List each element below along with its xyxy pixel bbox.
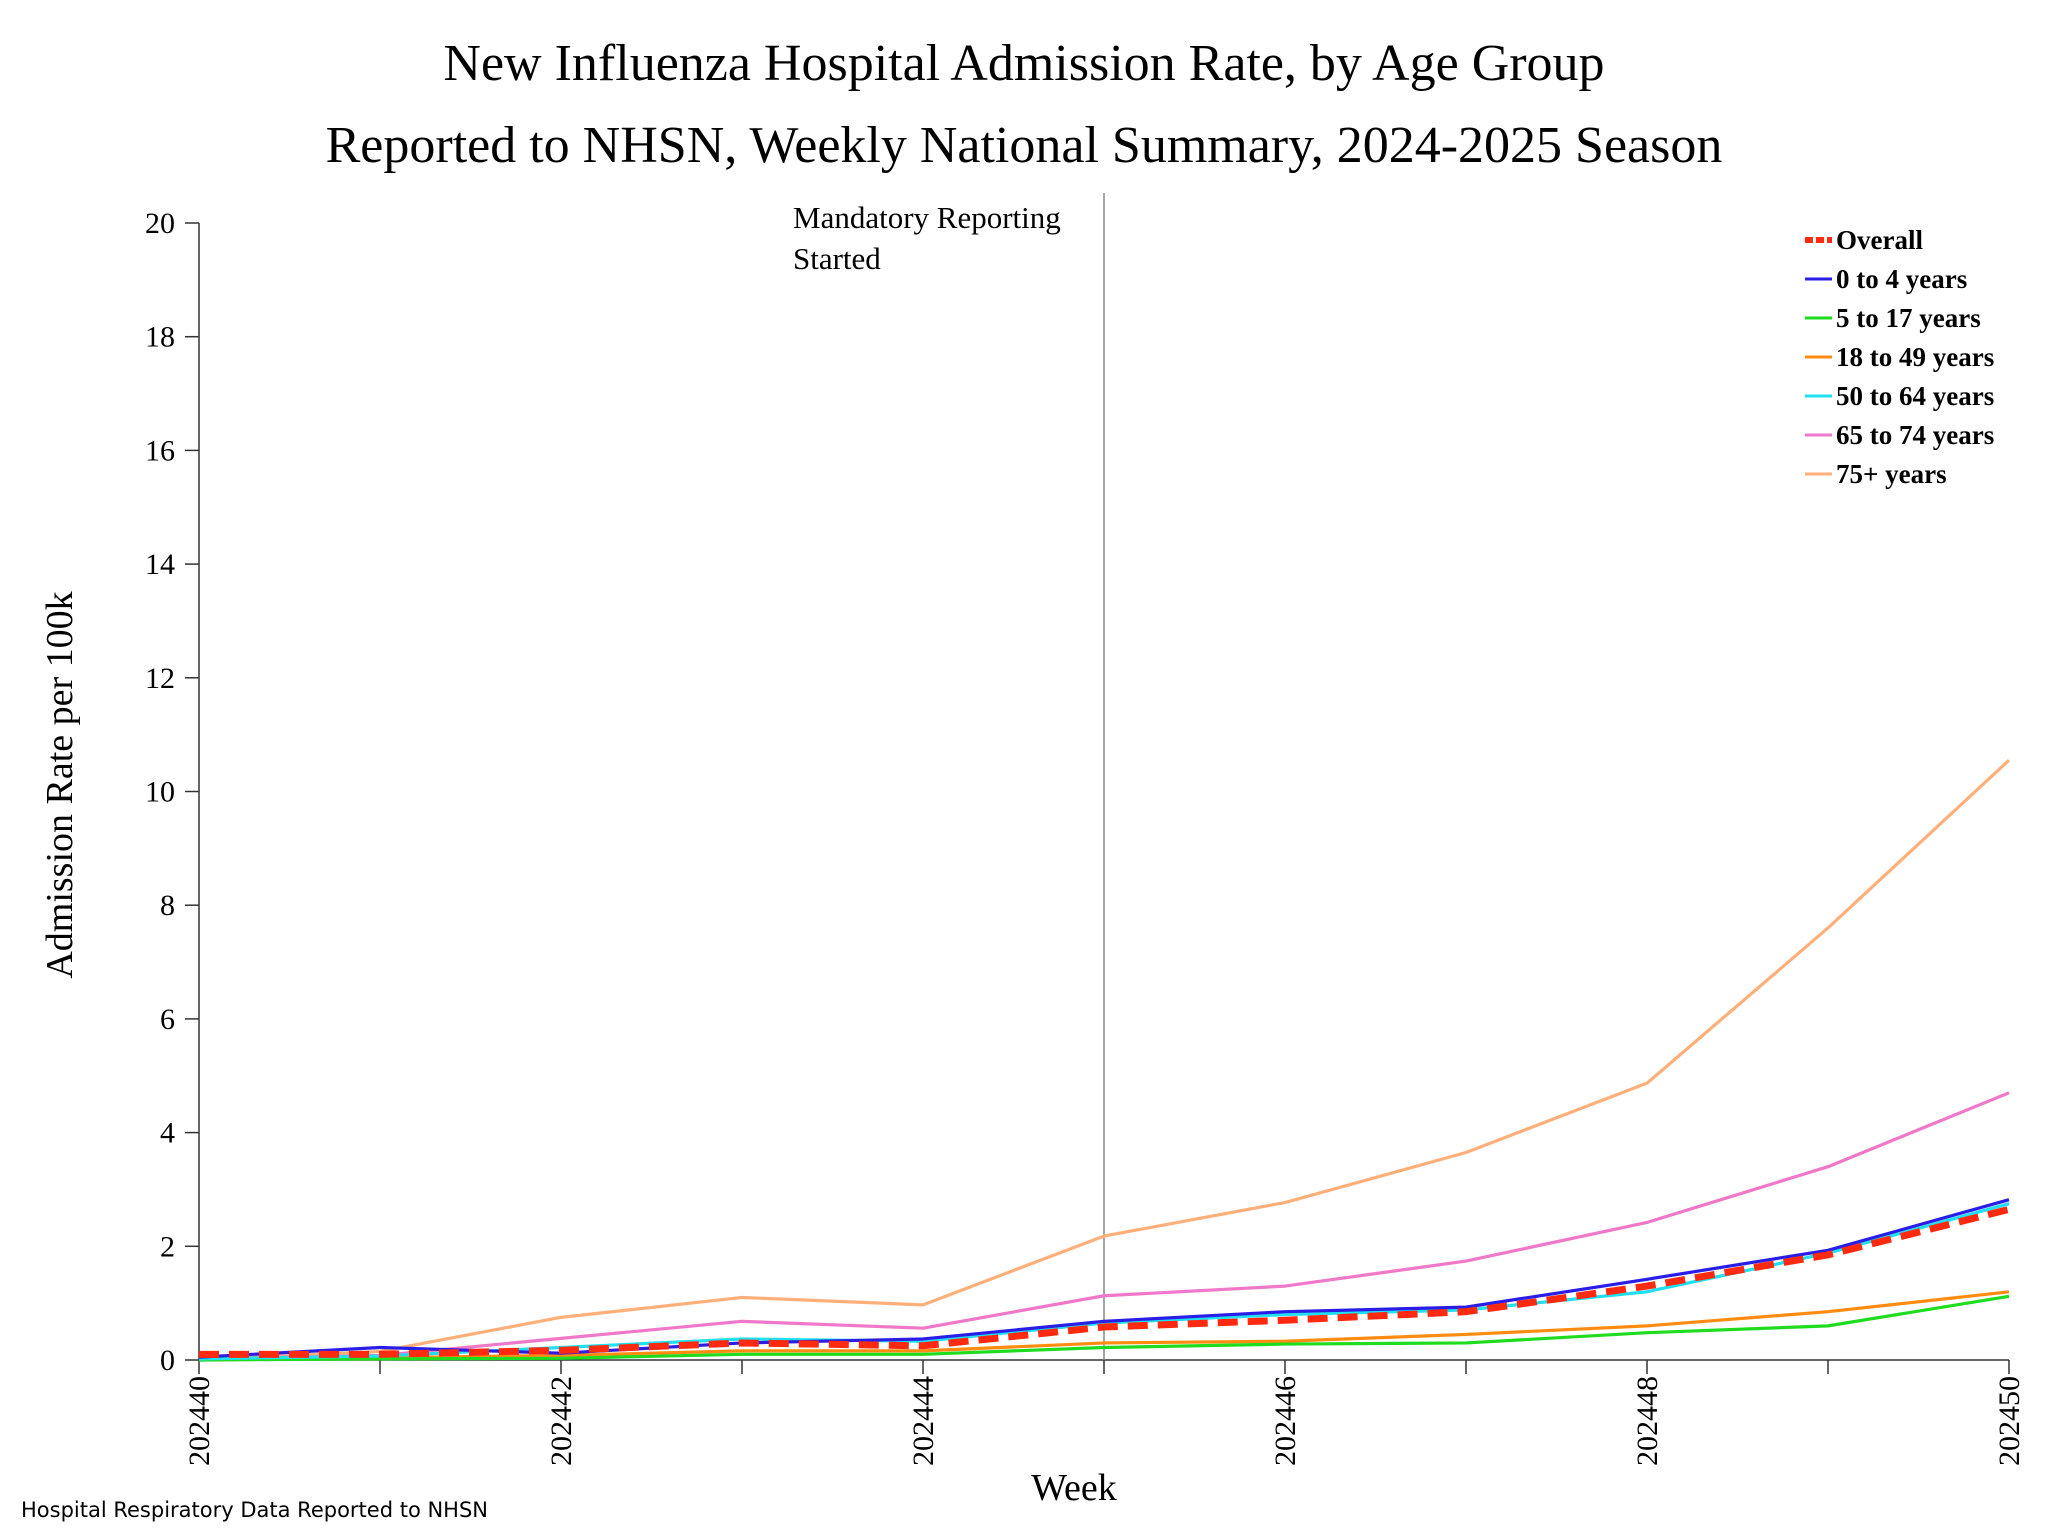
- legend-label: 50 to 64 years: [1836, 381, 1994, 411]
- legend-label: 75+ years: [1836, 459, 1947, 489]
- y-tick-label: 20: [145, 207, 175, 240]
- series-line-75-years: [198, 759, 2011, 1362]
- series-line-18-to-49-years: [198, 1290, 2010, 1362]
- x-tick-label: 202448: [1631, 1376, 1664, 1466]
- y-tick-label: 10: [145, 776, 175, 809]
- legend-item: 75+ years: [1805, 459, 1947, 489]
- y-tick-label: 8: [160, 889, 175, 922]
- y-tick-label: 18: [145, 321, 175, 354]
- chart-subtitle: Reported to NHSN, Weekly National Summar…: [326, 117, 1723, 174]
- annotation-line-2: Started: [793, 241, 881, 276]
- legend-item: 50 to 64 years: [1805, 381, 1994, 411]
- legend-item: 0 to 4 years: [1805, 264, 1967, 294]
- x-tick-label: 202450: [1993, 1376, 2026, 1466]
- footer-source: Hospital Respiratory Data Reported to NH…: [21, 1498, 489, 1522]
- series-line-overall: [199, 1205, 2010, 1358]
- y-tick-label: 14: [145, 548, 175, 581]
- annotation-line-1: Mandatory Reporting: [793, 200, 1061, 235]
- legend-label: 65 to 74 years: [1836, 420, 1994, 450]
- x-tick-label: 202446: [1269, 1376, 1302, 1466]
- series-line-5-to-17-years: [198, 1294, 2010, 1362]
- legend-item: 5 to 17 years: [1805, 303, 1981, 333]
- x-tick-label: 202442: [545, 1376, 578, 1466]
- y-tick-label: 12: [145, 662, 175, 695]
- y-tick-label: 6: [160, 1003, 175, 1036]
- x-axis-label: Week: [1031, 1467, 1117, 1509]
- x-tick-label: 202440: [183, 1376, 216, 1466]
- series-line-65-to-74-years: [198, 1091, 2010, 1361]
- legend-label: 5 to 17 years: [1836, 303, 1981, 333]
- legend-label: 0 to 4 years: [1836, 264, 1967, 294]
- chart-title: New Influenza Hospital Admission Rate, b…: [443, 35, 1604, 92]
- y-tick-label: 16: [145, 434, 175, 467]
- legend-label: Overall: [1836, 225, 1923, 255]
- y-tick-label: 0: [160, 1344, 175, 1377]
- legend-item: 65 to 74 years: [1805, 420, 1994, 450]
- legend-item: Overall: [1805, 225, 1923, 255]
- legend-label: 18 to 49 years: [1836, 342, 1994, 372]
- y-tick-label: 2: [160, 1230, 175, 1263]
- y-tick-label: 4: [160, 1117, 175, 1150]
- y-axis-label: Admission Rate per 100k: [39, 591, 81, 978]
- x-tick-label: 202444: [907, 1376, 940, 1466]
- legend-item: 18 to 49 years: [1805, 342, 1994, 372]
